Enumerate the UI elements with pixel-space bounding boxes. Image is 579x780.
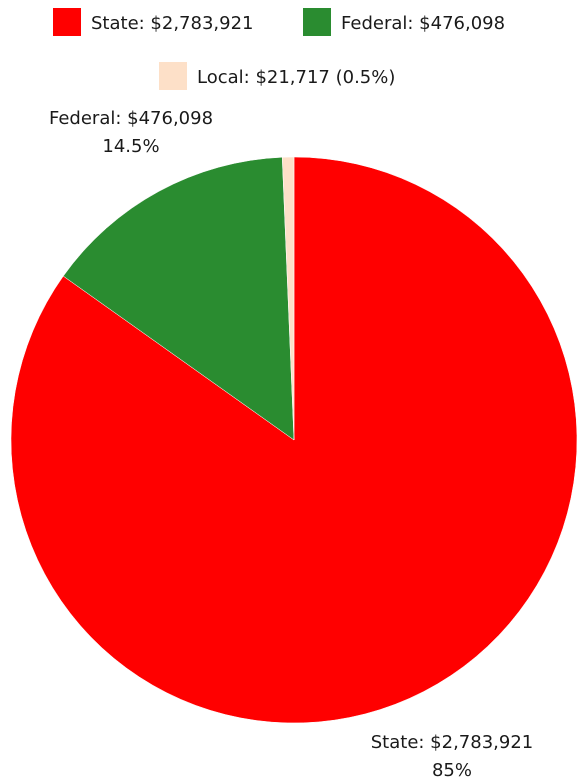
legend-item-federal: Federal: $476,098 [303, 8, 505, 36]
legend-label-federal: Federal: $476,098 [341, 13, 505, 34]
slice-label-state-percent: 85% [432, 760, 472, 780]
pie-slices [10, 156, 578, 724]
slice-labels: Federal: $476,098 14.5% State: $2,783,92… [49, 108, 533, 780]
legend: State: $2,783,921 Federal: $476,098 Loca… [53, 8, 505, 90]
legend-swatch-local [159, 62, 187, 90]
slice-label-state-value: State: $2,783,921 [371, 732, 534, 753]
slice-label-federal-value: Federal: $476,098 [49, 108, 213, 129]
pie-slice-federal [62, 156, 295, 441]
legend-swatch-federal [303, 8, 331, 36]
legend-swatch-state [53, 8, 81, 36]
slice-label-federal-percent: 14.5% [102, 136, 159, 157]
legend-label-state: State: $2,783,921 [91, 13, 254, 34]
legend-item-state: State: $2,783,921 [53, 8, 254, 36]
legend-label-local: Local: $21,717 (0.5%) [197, 67, 395, 88]
pie-slice-local [281, 156, 295, 441]
legend-item-local: Local: $21,717 (0.5%) [159, 62, 395, 90]
